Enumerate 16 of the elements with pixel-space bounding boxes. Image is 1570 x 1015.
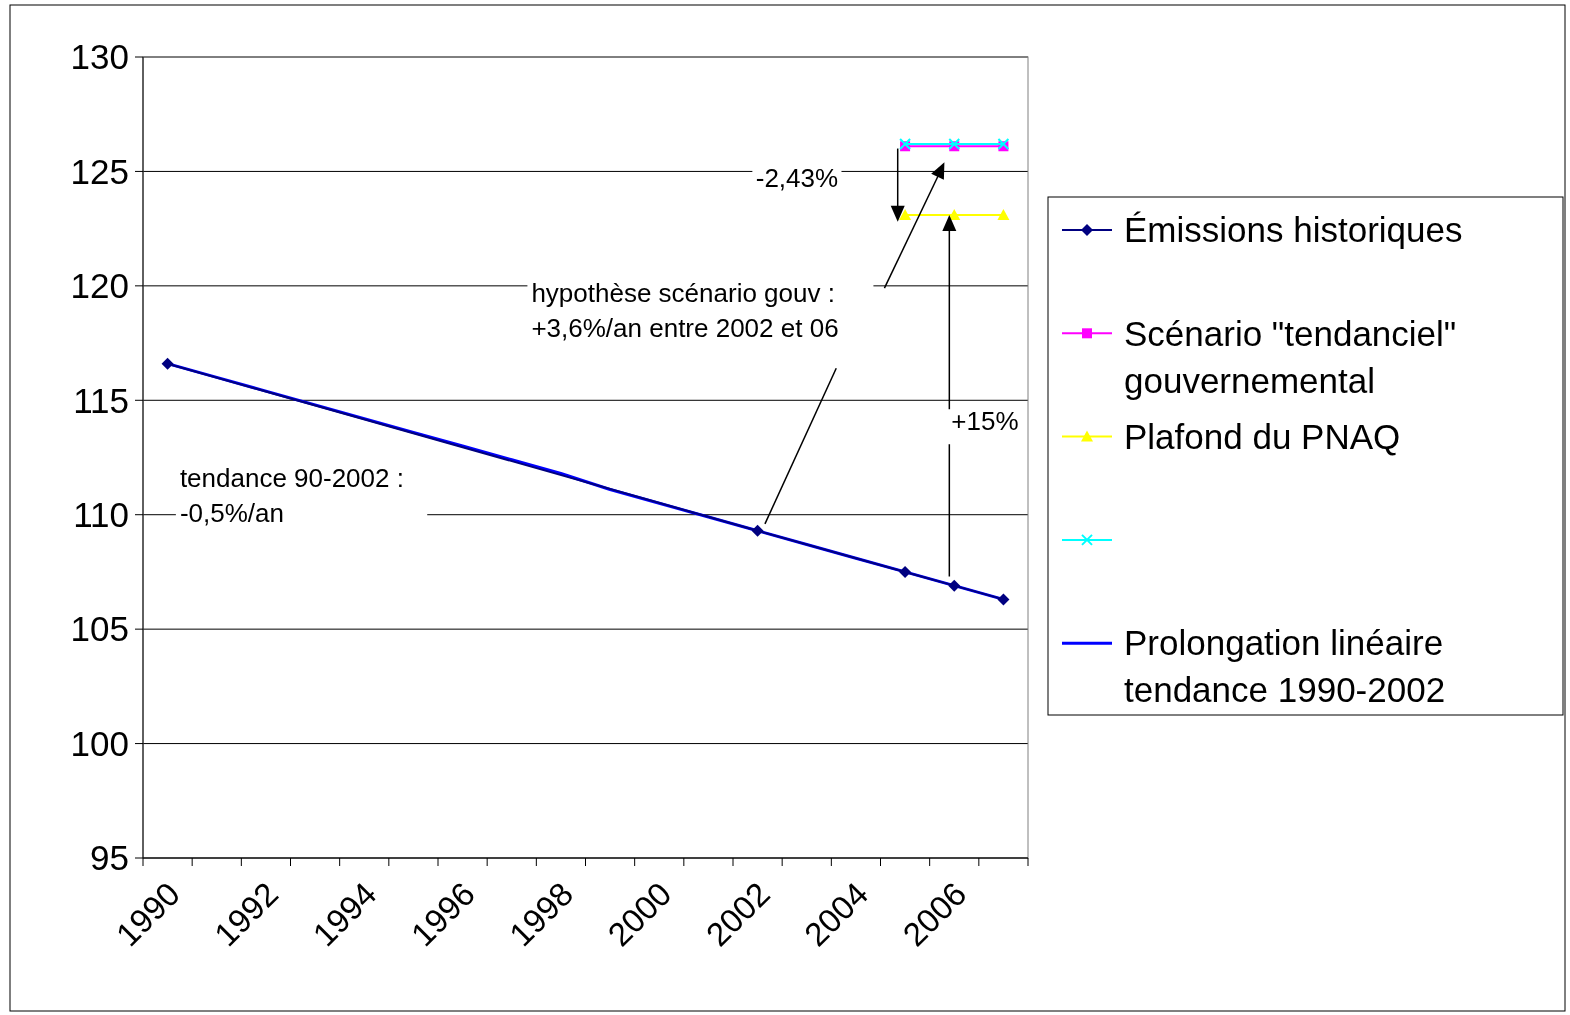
y-tick-label: 125 (70, 151, 129, 191)
legend-label: Scénario "tendanciel" gouvernemental (1124, 313, 1457, 400)
annotation: +15% (951, 406, 1019, 437)
y-tick-label: 120 (70, 266, 129, 306)
y-tick-label: 110 (73, 494, 129, 534)
legend-label: Plafond du PNAQ (1124, 416, 1401, 456)
y-tick-label: 95 (90, 838, 129, 878)
y-tick-label: 100 (70, 723, 129, 763)
y-tick-label: 130 (70, 37, 129, 77)
annotation: -2,43% (755, 163, 839, 194)
legend-label: Émissions historiques (1124, 210, 1463, 250)
annotation: hypothèse scénario gouv : +3,6%/an entre 2002 et 06 (531, 277, 839, 343)
y-tick-label: 115 (73, 380, 129, 420)
legend-label: Prolongation linéaire tendance 1990-2002 (1124, 623, 1446, 710)
y-tick-label: 105 (70, 609, 129, 649)
annotation: tendance 90-2002 : -0,5%/an (179, 463, 404, 529)
